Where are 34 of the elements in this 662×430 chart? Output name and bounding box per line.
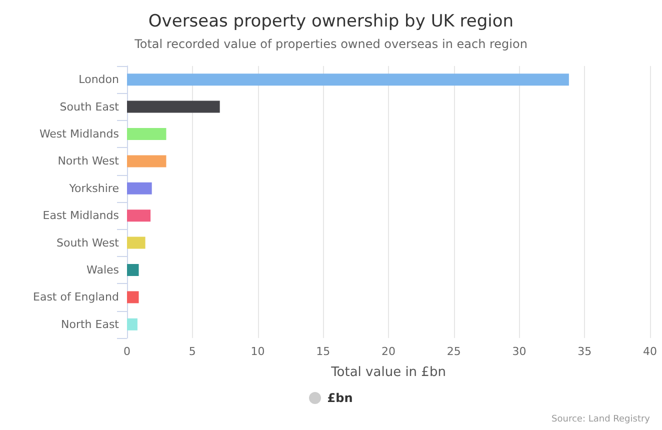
bar (127, 74, 569, 86)
x-tick-label: 25 (446, 345, 461, 358)
x-tick-label: 0 (124, 345, 130, 358)
bar (127, 100, 220, 113)
bar (127, 210, 151, 222)
bar (127, 182, 152, 194)
y-tick-label: South West (56, 236, 120, 250)
bar (127, 236, 146, 249)
x-tick-label: 20 (382, 345, 396, 358)
bar (127, 128, 166, 140)
x-tick-label: 5 (188, 345, 196, 358)
x-tick-label: 15 (316, 345, 330, 358)
text: £bn (327, 391, 353, 405)
chart-title: Overseas property ownership by UK region (148, 12, 514, 32)
x-tick-label: 35 (578, 345, 592, 358)
y-tick-label: Wales (86, 264, 120, 276)
y-tick-label: Yorkshire (68, 182, 120, 195)
x-tick-label: 40 (643, 345, 657, 358)
y-tick-label: South East (60, 100, 120, 114)
source-note: Source: Land Registry (552, 414, 651, 424)
bar (127, 264, 139, 276)
y-tick-label: North West (58, 154, 120, 168)
bar (127, 318, 138, 330)
y-tick-label: East of England (33, 290, 119, 304)
chart-subtitle: Total recorded value of properties owned overseas in each region (134, 37, 528, 51)
y-tick-label: North East (61, 318, 120, 331)
x-tick-label: 30 (512, 345, 526, 358)
x-tick-label: 10 (250, 345, 265, 358)
bar (127, 291, 139, 304)
y-tick-label: West Midlands (39, 128, 120, 140)
y-tick-label: East Midlands (42, 209, 120, 222)
x-axis-title: Total value in £bn (330, 365, 446, 380)
y-tick-label: London (78, 73, 120, 86)
bar (127, 155, 166, 168)
